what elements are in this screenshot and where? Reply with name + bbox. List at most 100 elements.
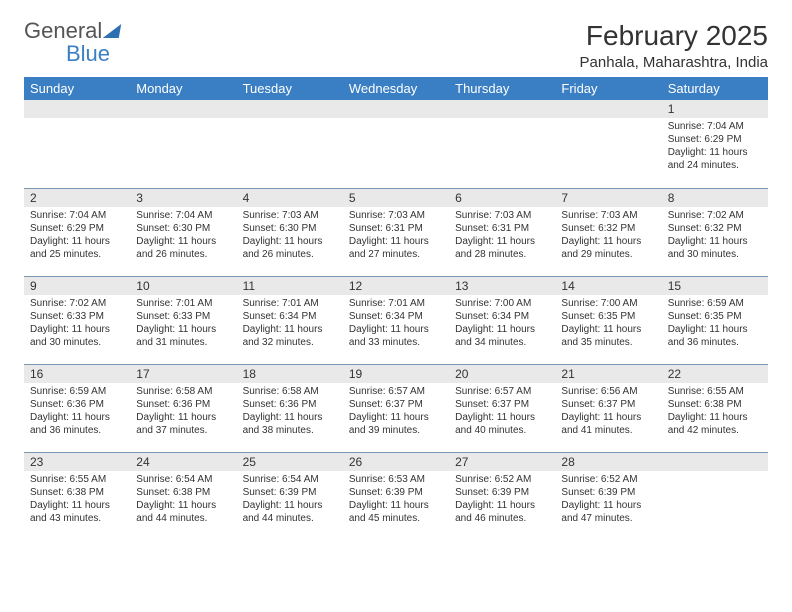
day-details: Sunrise: 6:54 AMSunset: 6:39 PMDaylight:… [237,471,343,529]
logo-word1: General [24,18,102,43]
day-number: 16 [24,365,130,383]
day-number-empty [24,100,130,118]
day-number-empty [449,100,555,118]
day-details: Sunrise: 7:01 AMSunset: 6:34 PMDaylight:… [237,295,343,353]
calendar-cell: 10Sunrise: 7:01 AMSunset: 6:33 PMDayligh… [130,276,236,364]
calendar-page: General Blue February 2025 Panhala, Maha… [0,0,792,560]
day-number: 25 [237,453,343,471]
calendar-cell: 12Sunrise: 7:01 AMSunset: 6:34 PMDayligh… [343,276,449,364]
day-details: Sunrise: 6:57 AMSunset: 6:37 PMDaylight:… [449,383,555,441]
day-number: 13 [449,277,555,295]
day-details: Sunrise: 7:00 AMSunset: 6:34 PMDaylight:… [449,295,555,353]
day-number: 17 [130,365,236,383]
day-details: Sunrise: 7:03 AMSunset: 6:32 PMDaylight:… [555,207,661,265]
calendar-cell: 24Sunrise: 6:54 AMSunset: 6:38 PMDayligh… [130,452,236,540]
weekday-header: Thursday [449,77,555,100]
day-details: Sunrise: 6:59 AMSunset: 6:35 PMDaylight:… [662,295,768,353]
calendar-cell: 9Sunrise: 7:02 AMSunset: 6:33 PMDaylight… [24,276,130,364]
day-number: 5 [343,189,449,207]
header-row: General Blue February 2025 Panhala, Maha… [24,20,768,71]
calendar-cell: 28Sunrise: 6:52 AMSunset: 6:39 PMDayligh… [555,452,661,540]
calendar-cell [130,100,236,188]
day-number: 9 [24,277,130,295]
calendar-cell: 5Sunrise: 7:03 AMSunset: 6:31 PMDaylight… [343,188,449,276]
calendar-cell: 11Sunrise: 7:01 AMSunset: 6:34 PMDayligh… [237,276,343,364]
day-details: Sunrise: 7:03 AMSunset: 6:31 PMDaylight:… [343,207,449,265]
weekday-header: Sunday [24,77,130,100]
day-details: Sunrise: 6:52 AMSunset: 6:39 PMDaylight:… [449,471,555,529]
day-number: 7 [555,189,661,207]
calendar-cell: 20Sunrise: 6:57 AMSunset: 6:37 PMDayligh… [449,364,555,452]
calendar-cell: 15Sunrise: 6:59 AMSunset: 6:35 PMDayligh… [662,276,768,364]
day-number: 12 [343,277,449,295]
calendar-body: 1Sunrise: 7:04 AMSunset: 6:29 PMDaylight… [24,100,768,540]
day-details: Sunrise: 6:55 AMSunset: 6:38 PMDaylight:… [662,383,768,441]
calendar-row: 23Sunrise: 6:55 AMSunset: 6:38 PMDayligh… [24,452,768,540]
calendar-cell: 27Sunrise: 6:52 AMSunset: 6:39 PMDayligh… [449,452,555,540]
day-details: Sunrise: 6:57 AMSunset: 6:37 PMDaylight:… [343,383,449,441]
day-number: 11 [237,277,343,295]
day-details: Sunrise: 7:04 AMSunset: 6:29 PMDaylight:… [662,118,768,176]
calendar-cell: 4Sunrise: 7:03 AMSunset: 6:30 PMDaylight… [237,188,343,276]
day-number: 14 [555,277,661,295]
day-number: 2 [24,189,130,207]
day-number: 23 [24,453,130,471]
calendar-cell [555,100,661,188]
day-details: Sunrise: 6:52 AMSunset: 6:39 PMDaylight:… [555,471,661,529]
calendar-cell: 6Sunrise: 7:03 AMSunset: 6:31 PMDaylight… [449,188,555,276]
day-number: 1 [662,100,768,118]
calendar-cell: 23Sunrise: 6:55 AMSunset: 6:38 PMDayligh… [24,452,130,540]
location-text: Panhala, Maharashtra, India [580,54,768,71]
calendar-cell: 18Sunrise: 6:58 AMSunset: 6:36 PMDayligh… [237,364,343,452]
day-details: Sunrise: 6:58 AMSunset: 6:36 PMDaylight:… [130,383,236,441]
day-details: Sunrise: 7:03 AMSunset: 6:30 PMDaylight:… [237,207,343,265]
day-details: Sunrise: 7:04 AMSunset: 6:30 PMDaylight:… [130,207,236,265]
day-details: Sunrise: 7:00 AMSunset: 6:35 PMDaylight:… [555,295,661,353]
day-details: Sunrise: 7:01 AMSunset: 6:33 PMDaylight:… [130,295,236,353]
day-number-empty [343,100,449,118]
title-block: February 2025 Panhala, Maharashtra, Indi… [580,20,768,71]
day-details: Sunrise: 6:53 AMSunset: 6:39 PMDaylight:… [343,471,449,529]
calendar-cell: 8Sunrise: 7:02 AMSunset: 6:32 PMDaylight… [662,188,768,276]
calendar-cell: 17Sunrise: 6:58 AMSunset: 6:36 PMDayligh… [130,364,236,452]
logo-word2: Blue [66,41,110,66]
calendar-cell [237,100,343,188]
calendar-cell [343,100,449,188]
day-number-empty [662,453,768,471]
day-number: 27 [449,453,555,471]
calendar-row: 9Sunrise: 7:02 AMSunset: 6:33 PMDaylight… [24,276,768,364]
weekday-header: Monday [130,77,236,100]
day-details: Sunrise: 6:58 AMSunset: 6:36 PMDaylight:… [237,383,343,441]
day-details: Sunrise: 6:59 AMSunset: 6:36 PMDaylight:… [24,383,130,441]
day-details: Sunrise: 6:56 AMSunset: 6:37 PMDaylight:… [555,383,661,441]
calendar-cell: 2Sunrise: 7:04 AMSunset: 6:29 PMDaylight… [24,188,130,276]
calendar-cell: 16Sunrise: 6:59 AMSunset: 6:36 PMDayligh… [24,364,130,452]
calendar-row: 16Sunrise: 6:59 AMSunset: 6:36 PMDayligh… [24,364,768,452]
calendar-cell [449,100,555,188]
month-title: February 2025 [580,20,768,52]
day-number: 19 [343,365,449,383]
day-number: 22 [662,365,768,383]
day-number: 6 [449,189,555,207]
day-details: Sunrise: 6:54 AMSunset: 6:38 PMDaylight:… [130,471,236,529]
calendar-cell: 3Sunrise: 7:04 AMSunset: 6:30 PMDaylight… [130,188,236,276]
calendar-cell: 13Sunrise: 7:00 AMSunset: 6:34 PMDayligh… [449,276,555,364]
logo-text-wrap: General Blue [24,20,120,66]
weekday-header-row: Sunday Monday Tuesday Wednesday Thursday… [24,77,768,100]
calendar-cell: 7Sunrise: 7:03 AMSunset: 6:32 PMDaylight… [555,188,661,276]
weekday-header: Tuesday [237,77,343,100]
day-number: 28 [555,453,661,471]
calendar-row: 1Sunrise: 7:04 AMSunset: 6:29 PMDaylight… [24,100,768,188]
calendar-table: Sunday Monday Tuesday Wednesday Thursday… [24,77,768,540]
day-details: Sunrise: 7:03 AMSunset: 6:31 PMDaylight:… [449,207,555,265]
day-number: 3 [130,189,236,207]
weekday-header: Wednesday [343,77,449,100]
calendar-cell [24,100,130,188]
day-details: Sunrise: 7:02 AMSunset: 6:32 PMDaylight:… [662,207,768,265]
day-number-empty [130,100,236,118]
day-number: 24 [130,453,236,471]
calendar-cell: 19Sunrise: 6:57 AMSunset: 6:37 PMDayligh… [343,364,449,452]
day-number: 4 [237,189,343,207]
logo-triangle-icon [103,24,121,38]
calendar-cell: 14Sunrise: 7:00 AMSunset: 6:35 PMDayligh… [555,276,661,364]
